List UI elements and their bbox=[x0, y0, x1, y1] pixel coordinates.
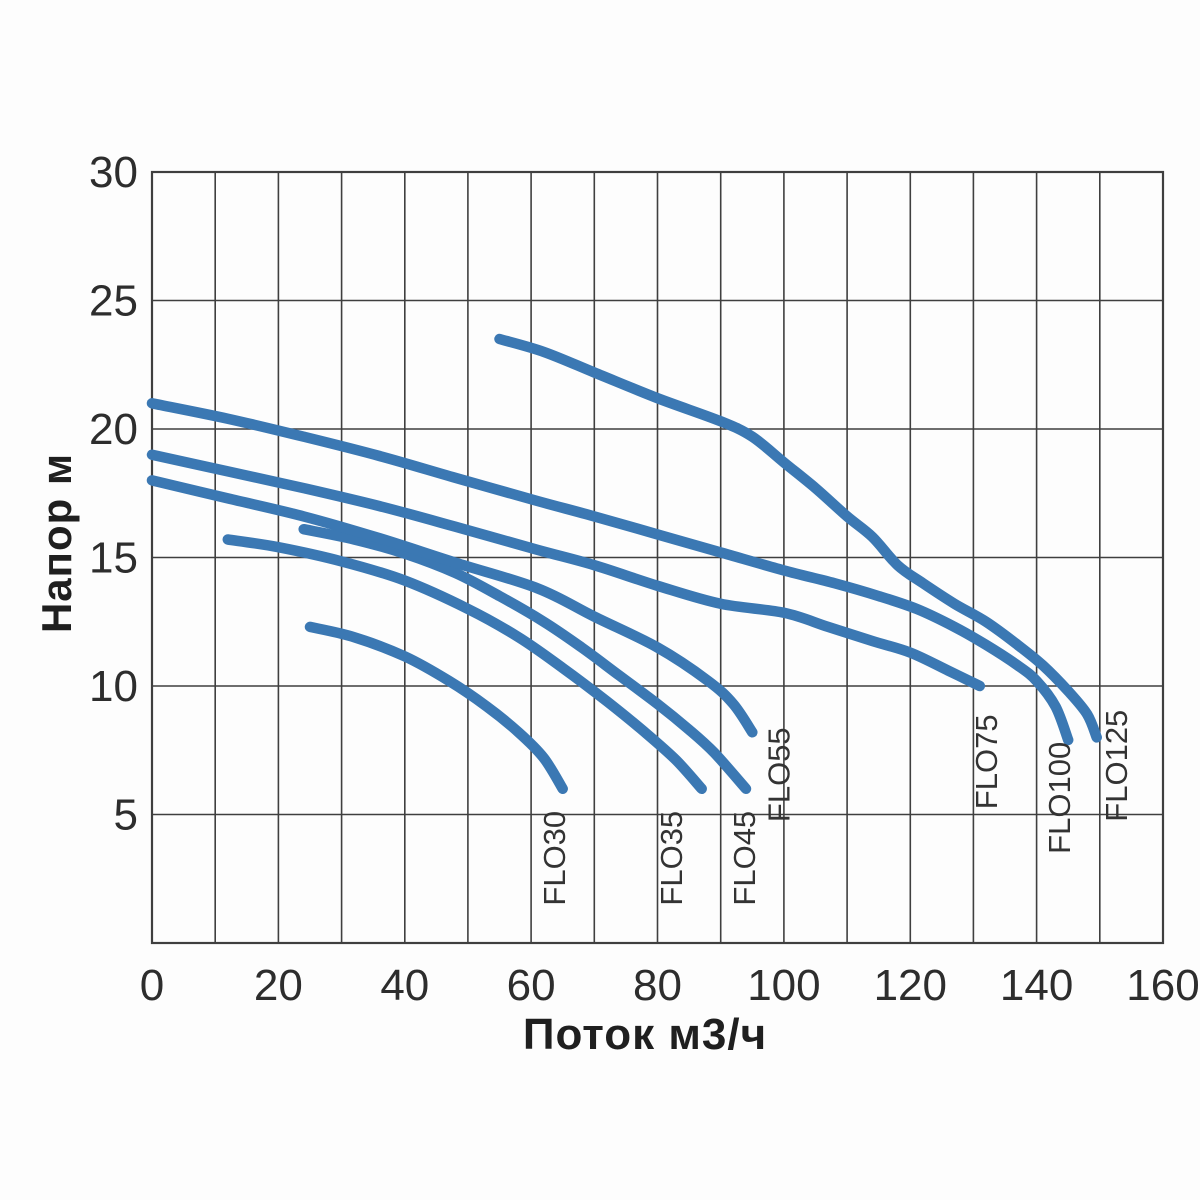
y-tick-label: 15 bbox=[89, 534, 138, 583]
plot-border bbox=[150, 170, 1165, 945]
x-tick-label: 100 bbox=[747, 961, 820, 1010]
curve-label-FLO35: FLO35 bbox=[654, 811, 689, 906]
x-tick-label: 160 bbox=[1126, 961, 1199, 1010]
y-tick-label: 10 bbox=[89, 662, 138, 711]
curve-FLO55 bbox=[146, 475, 758, 738]
curve-label-FLO45: FLO45 bbox=[727, 811, 762, 906]
x-tick-label: 20 bbox=[254, 961, 303, 1010]
curve-label-FLO55: FLO55 bbox=[762, 727, 797, 822]
y-tick-label: 5 bbox=[114, 791, 138, 840]
y-axis-title: Напор м bbox=[33, 452, 80, 634]
curve-FLO75 bbox=[146, 449, 986, 692]
x-tick-label: 40 bbox=[380, 961, 429, 1010]
curve-label-FLO30: FLO30 bbox=[537, 811, 572, 906]
curve-FLO30 bbox=[304, 621, 568, 795]
curve-label-FLO100: FLO100 bbox=[1042, 742, 1077, 854]
y-tick-label: 30 bbox=[89, 148, 138, 197]
curve-label-FLO125: FLO125 bbox=[1099, 710, 1134, 822]
curve-FLO100 bbox=[146, 398, 1074, 746]
y-tick-label: 20 bbox=[89, 405, 138, 454]
curve-FLO125 bbox=[494, 333, 1102, 743]
x-tick-label: 0 bbox=[140, 961, 164, 1010]
x-tick-label: 140 bbox=[1000, 961, 1073, 1010]
y-tick-label: 25 bbox=[89, 277, 138, 326]
x-tick-label: 80 bbox=[633, 961, 682, 1010]
x-axis-title: Поток м3/ч bbox=[522, 1010, 768, 1059]
x-tick-label: 120 bbox=[874, 961, 947, 1010]
curve-FLO45 bbox=[298, 523, 752, 795]
curve-FLO35 bbox=[222, 534, 707, 795]
curve-label-FLO75: FLO75 bbox=[969, 714, 1004, 809]
x-tick-label: 60 bbox=[507, 961, 556, 1010]
